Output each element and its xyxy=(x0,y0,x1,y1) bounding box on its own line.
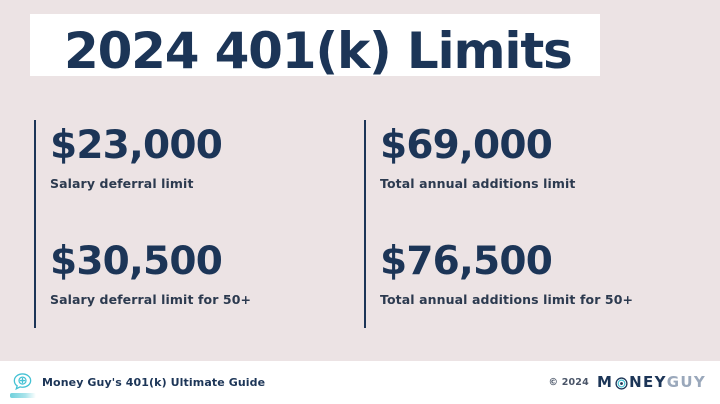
stats-grid: $23,000 Salary deferral limit $30,500 Sa… xyxy=(0,118,720,333)
footer-brand: © 2024 M NEY GUY xyxy=(548,374,706,390)
stat-label: Salary deferral limit xyxy=(50,176,194,191)
speech-bubble-plus-icon xyxy=(13,373,32,391)
stat-value: $69,000 xyxy=(380,123,553,168)
title-highlight-band: 2024 401(k) Limits xyxy=(30,14,600,80)
logo-m: M xyxy=(596,373,614,391)
stat-label: Salary deferral limit for 50+ xyxy=(50,292,252,307)
stat-block: $30,500 Salary deferral limit for 50+ xyxy=(50,239,350,308)
stat-value: $30,500 xyxy=(50,239,223,284)
logo-guy: GUY xyxy=(666,373,706,391)
stats-column-total-annual-additions: $69,000 Total annual additions limit $76… xyxy=(364,118,684,330)
stat-block: $76,500 Total annual additions limit for… xyxy=(380,239,680,308)
stats-column-salary-deferral: $23,000 Salary deferral limit $30,500 Sa… xyxy=(34,118,354,330)
page-title: 2024 401(k) Limits xyxy=(64,22,573,80)
stat-block: $69,000 Total annual additions limit xyxy=(380,123,680,192)
logo-ney: NEY xyxy=(629,373,667,391)
moneyguy-logo[interactable]: M NEY GUY xyxy=(597,374,706,390)
footer-bar: Money Guy's 401(k) Ultimate Guide © 2024… xyxy=(0,361,720,404)
footer-guide-link[interactable]: Money Guy's 401(k) Ultimate Guide xyxy=(12,372,265,393)
copyright-text: © 2024 xyxy=(548,376,589,388)
stat-value: $23,000 xyxy=(50,123,223,168)
column-rule xyxy=(34,120,36,328)
stat-value: $76,500 xyxy=(380,239,553,284)
footer-guide-label: Money Guy's 401(k) Ultimate Guide xyxy=(42,376,266,389)
stat-label: Total annual additions limit xyxy=(380,176,576,191)
slide-canvas: 2024 401(k) Limits $23,000 Salary deferr… xyxy=(0,0,720,361)
corner-accent-bar xyxy=(10,393,36,398)
stat-block: $23,000 Salary deferral limit xyxy=(50,123,350,192)
stat-label: Total annual additions limit for 50+ xyxy=(380,292,634,307)
target-ring-icon xyxy=(615,376,628,390)
column-rule xyxy=(364,120,366,328)
